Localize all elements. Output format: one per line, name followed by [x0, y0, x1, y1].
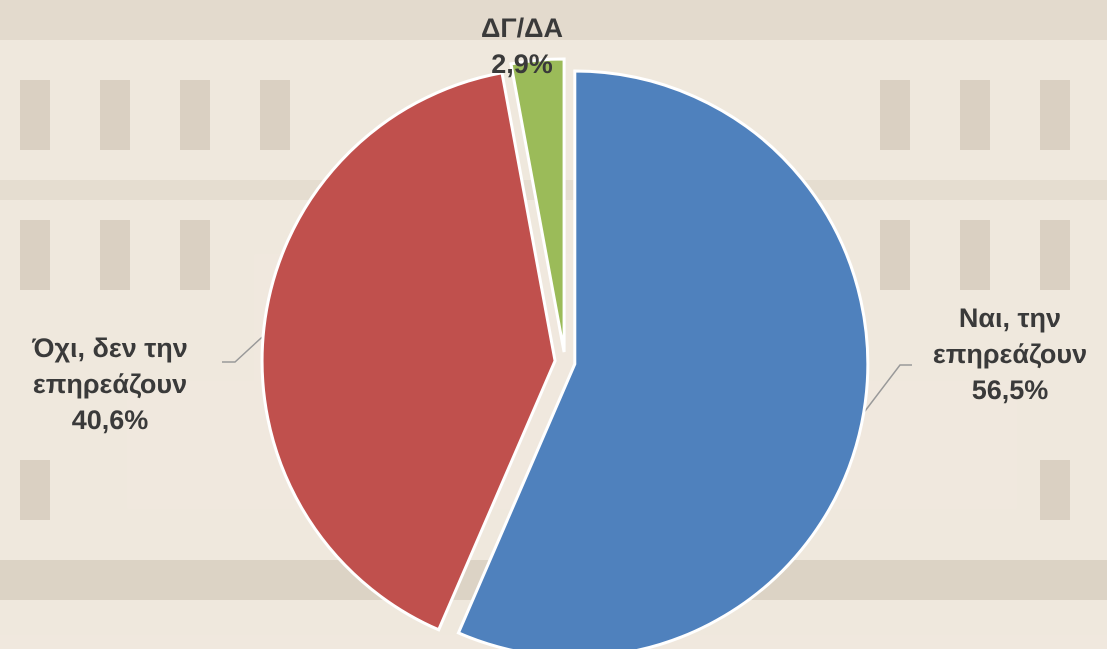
- category-label: Όχι, δεν την επηρεάζουν: [0, 330, 220, 402]
- value-label: 2,9%: [452, 46, 592, 82]
- chart: Ναι, την επηρεάζουν56,5% Όχι, δεν την επη…: [0, 0, 1107, 649]
- value-label: 40,6%: [0, 402, 220, 438]
- category-label: ΔΓ/ΔΑ: [452, 10, 592, 46]
- category-label: Ναι, την επηρεάζουν: [910, 300, 1107, 372]
- value-label: 56,5%: [910, 372, 1107, 408]
